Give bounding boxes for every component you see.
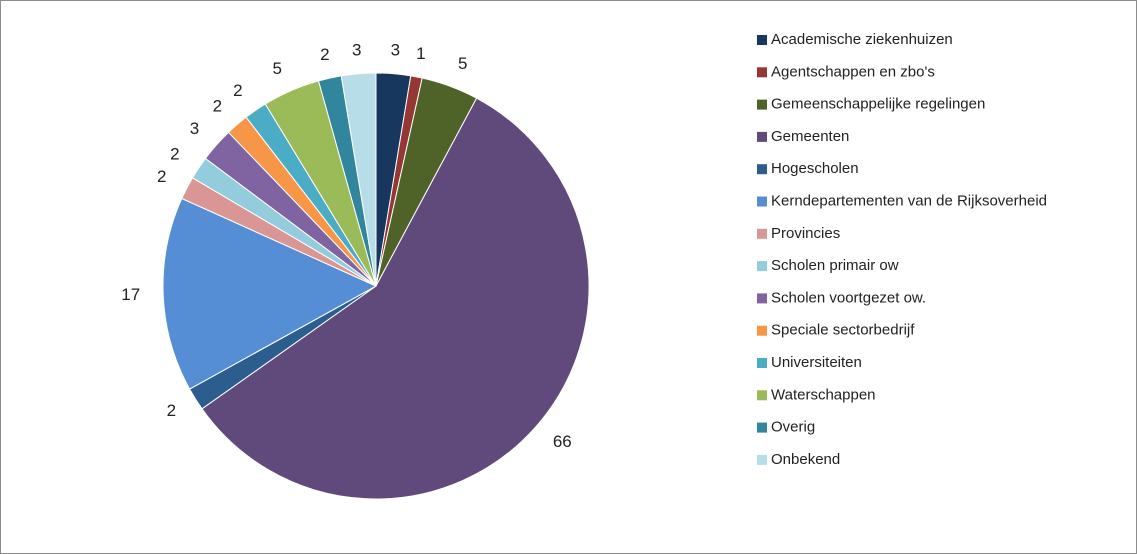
legend-swatch: [757, 454, 767, 465]
data-label: 3: [391, 40, 400, 59]
legend-label: Scholen primair ow: [771, 257, 899, 274]
data-label: 2: [213, 97, 222, 116]
data-label: 5: [458, 54, 467, 73]
legend-swatch: [757, 131, 767, 142]
legend-label: Speciale sectorbedrijf: [771, 322, 915, 339]
legend-swatch: [757, 228, 767, 239]
data-label: 2: [167, 401, 176, 420]
data-label: 3: [352, 40, 361, 59]
pie-slice: [162, 197, 378, 390]
legend-label: Scholen voortgezet ow.: [771, 289, 926, 306]
legend-label: Provincies: [771, 225, 840, 242]
legend-label: Academische ziekenhuizen: [771, 31, 953, 48]
data-label: 2: [157, 167, 166, 186]
data-label: 3: [190, 119, 199, 138]
legend-swatch: [757, 422, 767, 433]
legend-label: Waterschappen: [771, 386, 876, 403]
legend-label: Onbekend: [771, 451, 840, 468]
data-label: 5: [273, 59, 282, 78]
legend-label: Agentschappen en zbo's: [771, 63, 935, 80]
legend-label: Hogescholen: [771, 160, 859, 177]
legend-label: Overig: [771, 419, 815, 436]
data-label: 1: [416, 44, 425, 63]
legend-swatch: [757, 293, 767, 304]
legend-label: Universiteiten: [771, 354, 862, 371]
legend-swatch: [757, 358, 767, 368]
data-label: 17: [121, 285, 140, 304]
legend-swatch: [757, 261, 767, 272]
legend-swatch: [757, 196, 767, 207]
legend-label: Kerndepartementen van de Rijksoverheid: [771, 192, 1047, 209]
legend-swatch: [757, 99, 767, 110]
legend-label: Gemeenschappelijke regelingen: [771, 96, 985, 113]
pie-slice: [201, 97, 590, 500]
data-label: 2: [320, 45, 329, 64]
data-label: 2: [233, 81, 242, 100]
data-label: 2: [170, 145, 179, 164]
legend-swatch: [757, 164, 767, 175]
legend-swatch: [757, 325, 767, 336]
legend-swatch: [757, 35, 767, 45]
legend-swatch: [757, 390, 767, 401]
data-label: 66: [553, 432, 572, 451]
pie-slice: [340, 72, 377, 287]
legend-label: Gemeenten: [771, 128, 849, 145]
legend-swatch: [757, 67, 767, 78]
